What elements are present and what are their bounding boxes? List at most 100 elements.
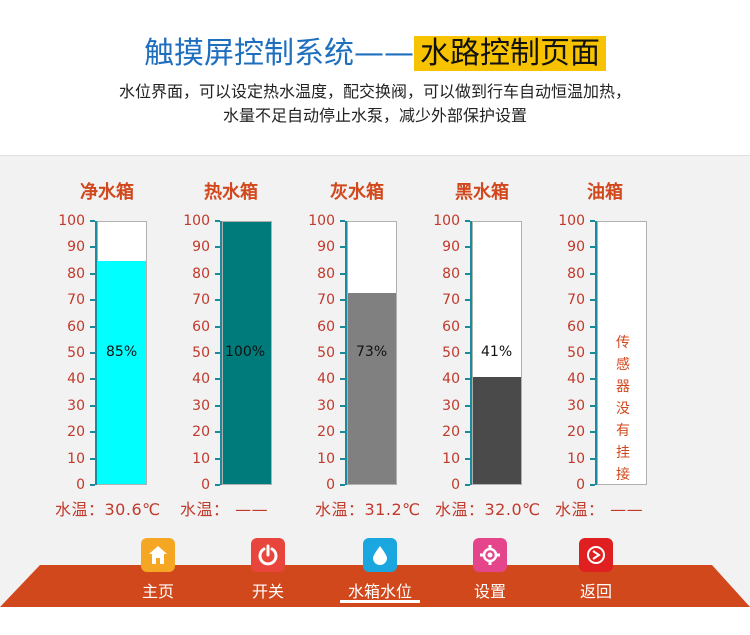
scale-tick-mark [465,457,470,460]
scale-tick-label: 60 [192,318,210,335]
scale-tick-label: 70 [317,292,335,309]
back-icon[interactable] [579,538,613,572]
tank-level-percent: 100% [225,344,266,360]
scale-tick-mark [340,352,345,354]
tank-title: 热水箱 [204,182,258,203]
scale-tick-label: 10 [192,450,210,467]
scale-tick-label: 60 [317,318,335,335]
tank-level-fill [473,376,521,484]
tank-level-fill [348,292,396,484]
scale-tick-label: 10 [67,450,85,467]
scale-tick-mark [215,457,220,460]
nav-item-back[interactable]: 返回 [556,538,636,602]
scale-tick-mark [90,457,95,460]
scale-tick-mark [90,378,95,381]
power-icon[interactable] [251,538,285,572]
scale-tick-mark [90,484,95,486]
water-temperature: 水温： —— [555,500,644,519]
scale-tick-label: 50 [192,345,210,361]
scale-tick-mark [465,220,470,222]
home-icon[interactable] [141,538,175,572]
scale-tick-label: 70 [67,292,85,309]
scale-tick-mark [465,378,470,381]
scale-tick-mark [590,484,595,486]
level-scale: 100 90 80 70 60 50 40 30 20 10 0 [305,214,345,492]
nav-item-water-drop[interactable]: 水箱水位 [340,538,420,602]
scale-tick-mark [340,272,345,275]
nav-item-label: 水箱水位 [347,582,412,601]
scale-tick-mark [90,220,95,222]
scale-tick-mark [465,299,470,302]
scale-tick-label: 60 [67,318,85,335]
scale-tick-mark [90,299,95,302]
page-header: 触摸屏控制系统—— 水路控制页面 水位界面，可以设定热水温度，配交换阀，可以做到行… [0,0,750,155]
scale-tick-label: 100 [433,213,460,229]
title-dash: —— [354,36,414,71]
nav-item-label: 设置 [473,582,506,601]
scale-tick-label: 30 [67,397,85,414]
water-drop-icon[interactable] [363,538,397,572]
scale-tick-mark [90,404,95,407]
scale-tick-label: 30 [567,397,585,414]
tank-level-bar: 73% [347,221,397,485]
scale-tick-mark [215,325,220,328]
scale-tick-label: 90 [67,239,85,256]
scale-tick-mark [340,378,345,381]
nav-item-gear[interactable]: 设置 [450,538,530,602]
sensor-not-connected-note: 传感器没有挂接 [616,335,630,483]
scale-tick-label: 80 [442,265,460,282]
tank-title: 黑水箱 [455,182,509,203]
tank-level-bar: 85% [97,221,147,485]
scale-tick-label: 90 [192,239,210,256]
scale-tick-mark [90,325,95,328]
scale-tick-label: 20 [67,424,85,441]
tank-title: 油箱 [587,182,623,203]
water-temperature: 水温： —— [180,500,269,519]
nav-item-home[interactable]: 主页 [118,538,198,602]
scale-tick-label: 70 [442,292,460,309]
scale-tick-label: 50 [567,345,585,361]
scale-tick-mark [340,484,345,486]
scale-tick-label: 80 [67,265,85,282]
scale-tick-label: 80 [317,265,335,282]
scale-tick-mark [465,431,470,434]
scale-tick-label: 0 [76,477,85,493]
tank-level-bar: 传感器没有挂接 [597,221,647,485]
level-scale: 100 90 80 70 60 50 40 30 20 10 0 [555,214,595,492]
scale-tick-mark [340,246,345,249]
scale-tick-label: 40 [192,371,210,388]
scale-axis [470,221,472,485]
scale-tick-mark [590,325,595,328]
scale-tick-mark [465,484,470,486]
scale-tick-mark [215,246,220,249]
scale-tick-mark [465,246,470,249]
scale-tick-label: 80 [567,265,585,282]
scale-tick-mark [215,220,220,222]
scale-tick-mark [340,431,345,434]
scale-tick-mark [590,272,595,275]
scale-tick-mark [215,272,220,275]
scale-tick-mark [90,272,95,275]
tank-title: 灰水箱 [330,182,384,203]
bottom-nav-bar [0,565,750,607]
scale-tick-label: 100 [58,213,85,229]
scale-tick-mark [465,352,470,354]
scale-tick-mark [215,352,220,354]
scale-tick-label: 50 [442,345,460,361]
nav-item-power[interactable]: 开关 [228,538,308,602]
gear-icon[interactable] [473,538,507,572]
description-line-2: 水量不足自动停止水泵，减少外部保护设置 [222,106,527,125]
scale-tick-label: 40 [567,371,585,388]
tank-level-panel: 净水箱 100 90 80 70 60 50 40 30 20 10 0 85% 水温：30.6℃ 热水箱 1… [0,155,750,607]
scale-tick-label: 20 [317,424,335,441]
tank-level-percent: 41% [481,344,513,360]
page-title: 触摸屏控制系统—— 水路控制页面 [0,36,750,72]
water-temperature: 水温：30.6℃ [55,500,161,519]
scale-tick-label: 60 [567,318,585,335]
scale-tick-label: 0 [326,477,335,493]
scale-tick-mark [465,404,470,407]
scale-tick-label: 40 [317,371,335,388]
scale-tick-label: 80 [192,265,210,282]
tank-level-bar: 100% [222,221,272,485]
scale-tick-mark [590,220,595,222]
